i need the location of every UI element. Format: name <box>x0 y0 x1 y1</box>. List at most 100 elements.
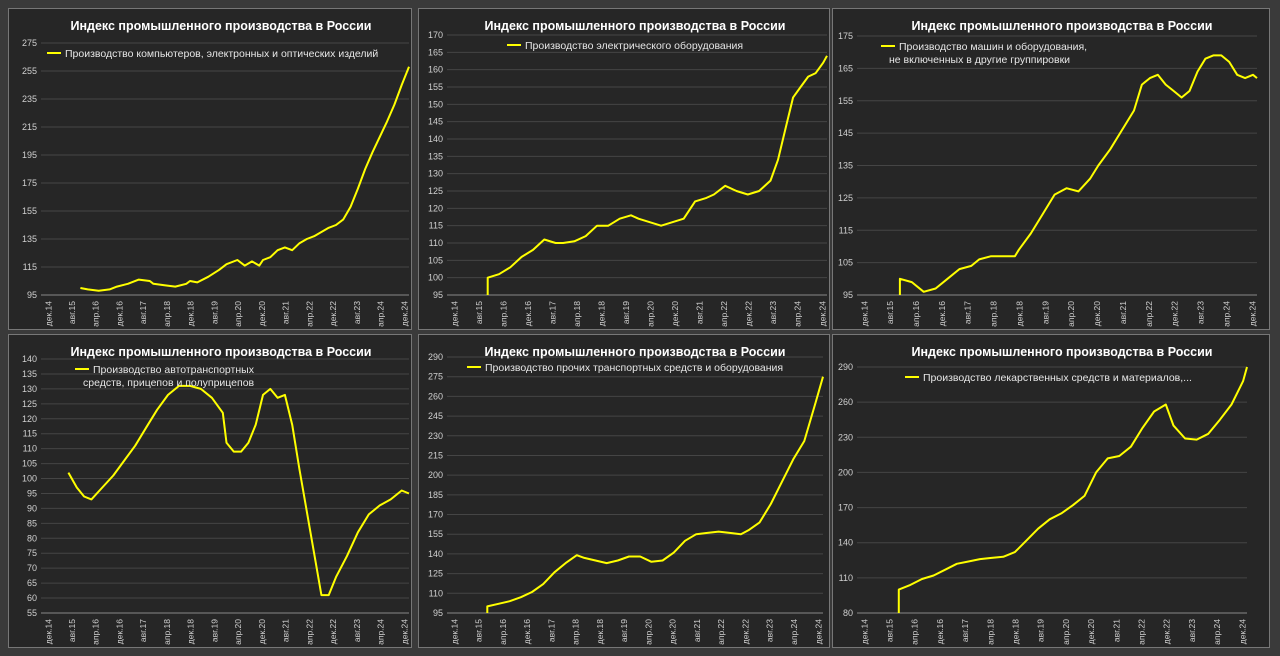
x-tick-label: дек.20 <box>257 619 267 644</box>
x-tick-label: авг.15 <box>474 301 484 324</box>
y-tick-label: 95 <box>433 290 443 300</box>
y-tick-label: 110 <box>429 238 443 248</box>
x-tick-label: апр.22 <box>719 301 729 327</box>
y-tick-label: 90 <box>27 503 37 513</box>
chart-svg-electrical: 95 100 105 110 115 120 125 130 135 140 145 150 155 16… <box>428 19 828 327</box>
y-tick-label: 135 <box>838 161 853 171</box>
x-tick-label: апр.20 <box>233 619 243 645</box>
x-tick-label: дек.16 <box>114 301 124 326</box>
x-tick-label: авг.21 <box>281 619 291 642</box>
x-tick-label: апр.20 <box>643 619 653 645</box>
y-tick-label: 75 <box>27 548 37 558</box>
x-tick-label: дек.16 <box>523 301 533 326</box>
x-tick-label: авг.15 <box>884 619 894 642</box>
legend-label: Производство машин и оборудования, не вкл… <box>889 41 1087 66</box>
legend-label: Производство электрического оборудования <box>525 40 743 52</box>
x-tick-label: дек.14 <box>449 619 459 644</box>
y-tick-label: 100 <box>22 474 37 484</box>
x-tick-label: апр.20 <box>233 301 243 327</box>
x-tick-label: авг.17 <box>547 301 557 324</box>
y-tick-label: 150 <box>428 99 443 109</box>
chart-panel-computers: 95 115 135 155 175 195 215 235 255 275 дек.14 авг.1… <box>8 8 412 330</box>
x-tick-label: дек.22 <box>740 619 750 644</box>
y-tick-label: 110 <box>839 573 853 583</box>
x-tick-label: дек.24 <box>399 619 409 644</box>
x-tick-label: авг.23 <box>352 619 362 642</box>
y-tick-label: 110 <box>23 444 37 454</box>
x-tick-label: дек.24 <box>817 301 827 326</box>
x-tick-label: дек.18 <box>1014 301 1024 326</box>
y-tick-label: 275 <box>428 372 443 382</box>
y-tick-label: 65 <box>27 578 37 588</box>
x-tick-label: дек.20 <box>670 301 680 326</box>
y-tick-label: 155 <box>22 206 37 216</box>
y-tick-label: 170 <box>838 503 853 513</box>
x-tick-label: дек.14 <box>859 301 869 326</box>
y-tick-label: 235 <box>22 94 37 104</box>
x-tick-label: апр.18 <box>162 301 172 327</box>
chart-title: Индекс промышленного производства в Росс… <box>912 19 1213 33</box>
y-tick-label: 120 <box>428 203 443 213</box>
y-tick-label: 105 <box>22 459 37 469</box>
x-tick-label: авг.15 <box>474 619 484 642</box>
x-tick-label: авг.23 <box>1196 301 1206 324</box>
x-tick-label: дек.24 <box>1237 619 1247 644</box>
y-tick-label: 275 <box>22 38 37 48</box>
x-tick-label: авг.21 <box>695 301 705 324</box>
chart-title: Индекс промышленного производства в Росс… <box>912 345 1213 359</box>
y-tick-label: 60 <box>27 593 37 603</box>
y-tick-label: 130 <box>22 384 37 394</box>
x-tick-label: апр.24 <box>793 301 803 327</box>
x-tick-label: авг.19 <box>619 619 629 642</box>
x-tick-label: авг.17 <box>546 619 556 642</box>
y-tick-label: 135 <box>428 151 443 161</box>
y-tick-label: 155 <box>838 96 853 106</box>
x-tick-label: апр.16 <box>498 619 508 645</box>
y-tick-label: 55 <box>27 608 37 618</box>
y-tick-label: 135 <box>22 369 37 379</box>
chart-svg-machinery: 95 105 115 125 135 145 155 165 175 дек.14 авг.15 ап… <box>838 19 1258 327</box>
x-tick-label: апр.16 <box>498 301 508 327</box>
y-tick-label: 115 <box>23 262 37 272</box>
x-tick-label: дек.22 <box>1162 619 1172 644</box>
y-tick-label: 140 <box>838 538 853 548</box>
y-tick-label: 230 <box>838 432 853 442</box>
y-tick-label: 110 <box>429 588 443 598</box>
x-tick-label: дек.22 <box>744 301 754 326</box>
x-tick-label: дек.18 <box>186 619 196 644</box>
x-tick-label: апр.24 <box>1221 301 1231 327</box>
series-line <box>67 384 410 597</box>
y-tick-label: 95 <box>27 488 37 498</box>
chart-panel-other-transport: 95 110 125 140 155 170 185 200 215 230 245 260 275 29… <box>418 334 830 648</box>
x-tick-label: авг.23 <box>768 301 778 324</box>
x-tick-label: дек.14 <box>43 619 53 644</box>
chart-svg-pharma: 80 110 140 170 200 230 260 290 дек.14 авг.15 апр.1… <box>838 345 1248 645</box>
y-tick-label: 105 <box>838 258 853 268</box>
y-tick-label: 115 <box>839 225 853 235</box>
x-tick-label: авг.17 <box>963 301 973 324</box>
x-tick-label: авг.15 <box>67 619 77 642</box>
x-tick-label: дек.16 <box>937 301 947 326</box>
y-tick-label: 155 <box>428 529 443 539</box>
x-tick-label: апр.16 <box>911 301 921 327</box>
x-tick-label: апр.24 <box>376 619 386 645</box>
y-tick-label: 290 <box>428 352 443 362</box>
x-tick-label: дек.18 <box>1010 619 1020 644</box>
x-tick-label: апр.22 <box>304 619 314 645</box>
y-tick-label: 140 <box>428 549 443 559</box>
x-tick-label: апр.18 <box>572 301 582 327</box>
y-tick-label: 115 <box>429 221 443 231</box>
y-tick-label: 125 <box>428 569 443 579</box>
x-tick-label: авг.15 <box>885 301 895 324</box>
x-tick-label: авг.23 <box>352 301 362 324</box>
x-tick-label: апр.22 <box>716 619 726 645</box>
x-tick-label: авг.17 <box>960 619 970 642</box>
x-tick-label: апр.16 <box>91 301 101 327</box>
x-tick-label: дек.22 <box>328 301 338 326</box>
chart-svg-other-transport: 95 110 125 140 155 170 185 200 215 230 245 260 275 29… <box>428 345 824 645</box>
legend-label: Производство автотранспортных средств, пр… <box>83 364 255 389</box>
x-tick-label: дек.22 <box>328 619 338 644</box>
x-tick-label: апр.24 <box>376 301 386 327</box>
x-tick-label: авг.15 <box>67 301 77 324</box>
